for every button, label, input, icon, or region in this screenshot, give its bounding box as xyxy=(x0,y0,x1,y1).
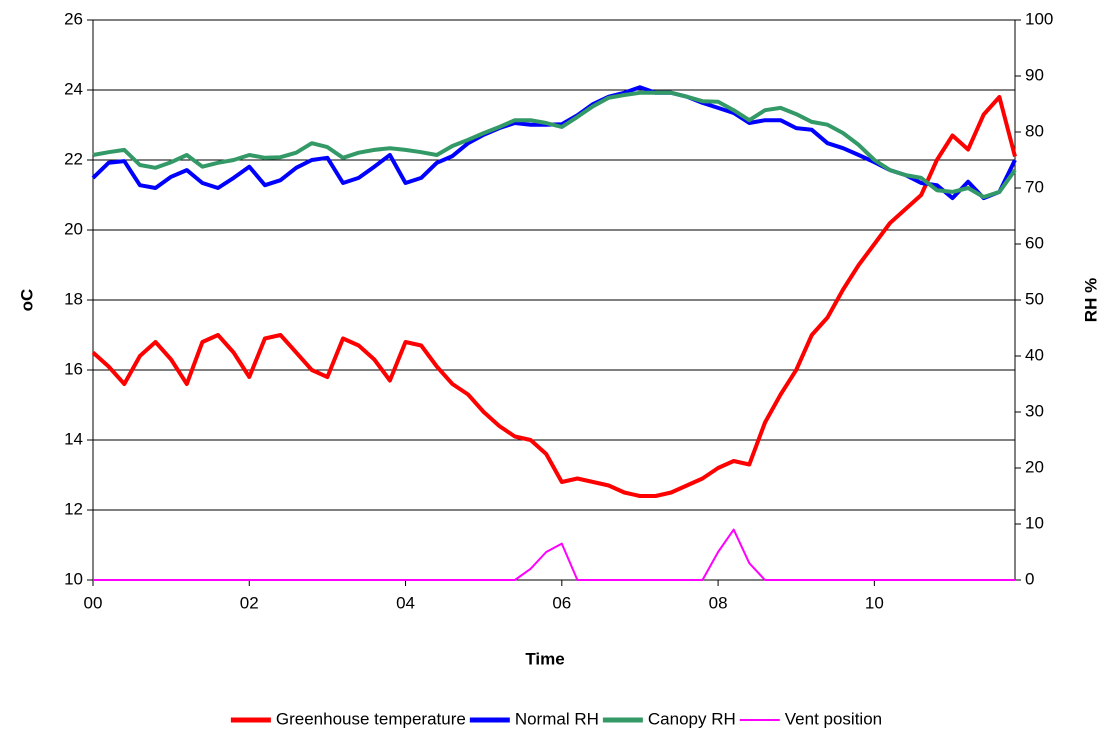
y-tick-label: 18 xyxy=(64,289,83,308)
y2-tick-label: 50 xyxy=(1025,289,1044,308)
x-tick-label: 10 xyxy=(865,593,884,612)
y-tick-label: 22 xyxy=(64,149,83,168)
x-axis-title: Time xyxy=(525,649,564,668)
legend-label: Normal RH xyxy=(515,709,599,728)
legend-label: Greenhouse temperature xyxy=(276,709,466,728)
series-line xyxy=(93,528,1015,581)
y2-tick-label: 80 xyxy=(1025,121,1044,140)
x-tick-label: 08 xyxy=(709,593,728,612)
x-tick-label: 02 xyxy=(240,593,259,612)
y-tick-label: 20 xyxy=(64,219,83,238)
y-tick-label: 16 xyxy=(64,359,83,378)
y-tick-label: 14 xyxy=(64,429,83,448)
y2-tick-label: 90 xyxy=(1025,65,1044,84)
y2-tick-label: 70 xyxy=(1025,177,1044,196)
y-tick-label: 12 xyxy=(64,499,83,518)
series-line xyxy=(91,85,1017,201)
x-tick-label: 06 xyxy=(552,593,571,612)
legend-label: Canopy RH xyxy=(648,709,736,728)
y2-axis-title: RH % xyxy=(1081,278,1100,322)
y-axis-title: oC xyxy=(17,289,36,312)
y2-tick-label: 40 xyxy=(1025,345,1044,364)
y-tick-label: 26 xyxy=(64,9,83,28)
y2-tick-label: 30 xyxy=(1025,401,1044,420)
y-tick-label: 10 xyxy=(64,569,83,588)
x-tick-label: 04 xyxy=(396,593,415,612)
series-line xyxy=(91,95,1017,498)
y2-tick-label: 0 xyxy=(1025,569,1034,588)
y2-tick-label: 20 xyxy=(1025,457,1044,476)
series-line xyxy=(92,90,1017,199)
legend-label: Vent position xyxy=(785,709,882,728)
y-tick-label: 24 xyxy=(64,79,83,98)
y2-tick-label: 100 xyxy=(1025,9,1053,28)
y2-tick-label: 10 xyxy=(1025,513,1044,532)
x-tick-label: 00 xyxy=(84,593,103,612)
y2-tick-label: 60 xyxy=(1025,233,1044,252)
